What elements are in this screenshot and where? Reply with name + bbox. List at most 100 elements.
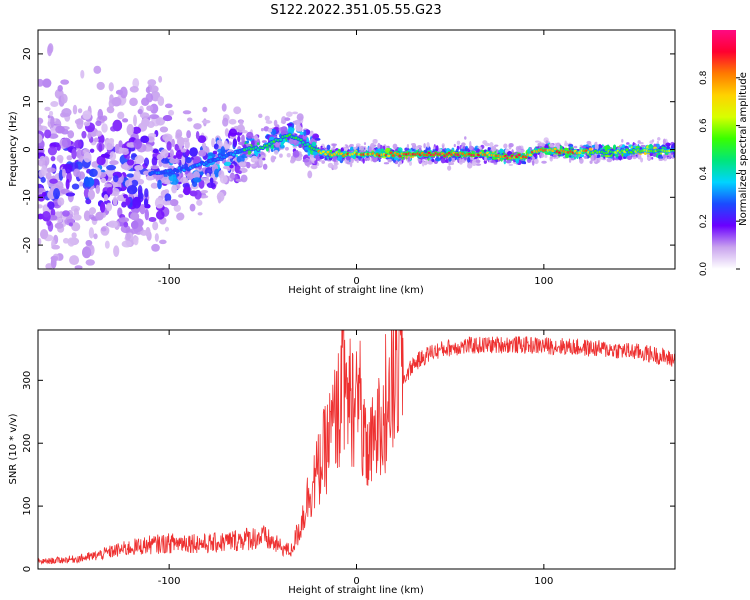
spectrogram-cell (139, 192, 144, 199)
spectrogram-cell (223, 140, 228, 149)
spectrogram-cell (546, 152, 552, 155)
spectrogram-cell (120, 224, 131, 234)
spectrogram-cell (449, 162, 454, 165)
spectrogram-cell (221, 103, 227, 112)
spectrogram-cell (126, 159, 135, 166)
colorbar-tick-label: 0.8 (699, 70, 709, 85)
spectrogram-cell (189, 147, 198, 157)
spectrogram-cell (108, 82, 114, 92)
spectrogram-cell (122, 194, 129, 199)
spectrogram-cell (121, 201, 127, 208)
spectrogram-cell (258, 158, 263, 167)
spectrogram-cell (197, 212, 203, 216)
spectrogram-cell (224, 128, 229, 137)
spectrogram-cell (199, 194, 209, 199)
spectrogram-cell (284, 117, 291, 121)
spectrogram-y-ticks: -20 -10 0 10 20 (22, 48, 675, 253)
colorbar-scale (712, 30, 736, 269)
spectrogram-cell (62, 237, 70, 244)
spectrogram-cell (423, 160, 428, 166)
spectrogram-cell (612, 144, 617, 151)
spectrogram-cell (357, 146, 360, 153)
spectrogram-cell (49, 178, 58, 184)
spectrogram-cell (657, 154, 664, 160)
spectrogram-cell (82, 246, 92, 259)
spectrogram-cell (65, 192, 76, 197)
spectrogram-cell (185, 157, 192, 164)
spectrogram-y-tick-label: 0 (22, 146, 33, 152)
spectrogram-cell (178, 194, 184, 198)
spectrogram-cell (232, 138, 237, 148)
spectrogram-cell (38, 125, 48, 131)
spectrogram-cell (320, 145, 323, 148)
snr-x-ticks: -100 0 100 (158, 330, 553, 587)
spectrogram-cell (186, 172, 194, 180)
spectrogram-cell (568, 157, 572, 163)
spectrogram-cell (441, 144, 445, 150)
spectrogram-cell (47, 43, 54, 54)
spectrogram-y-tick-label: -10 (22, 189, 33, 205)
spectrogram-cell (157, 179, 162, 190)
spectrogram-cell (181, 155, 186, 166)
spectrogram-cell (71, 183, 80, 190)
spectrogram-cell (72, 104, 78, 115)
spectrogram-cell (622, 144, 625, 148)
spectrogram-cell (302, 159, 310, 163)
spectrogram-cell (168, 109, 175, 116)
spectrogram-cell (387, 158, 392, 163)
spectrogram-cell (148, 217, 157, 223)
spectrogram-cell (586, 140, 592, 145)
spectrogram-cell (41, 210, 51, 222)
spectrogram-cell (130, 212, 140, 221)
spectrogram-cell (573, 145, 578, 149)
spectrogram-cell (95, 130, 103, 137)
spectrogram-cell (38, 238, 42, 246)
spectrogram-cell (106, 202, 113, 212)
spectrogram-cell (156, 153, 164, 161)
spectrogram-cell (180, 148, 187, 153)
spectrogram-cell (54, 222, 64, 229)
spectrogram-cell (489, 141, 494, 148)
spectrogram-cell (122, 149, 129, 155)
snr-y-ticks: 0 100 200 300 (22, 371, 675, 572)
spectrogram-cell (63, 268, 68, 269)
spectrogram-cell (372, 138, 378, 144)
snr-series-line (38, 330, 675, 565)
spectrogram-cell (206, 172, 210, 178)
spectrogram-cell (349, 161, 353, 168)
spectrogram-cell (107, 220, 118, 228)
spectrogram-cell (40, 176, 46, 183)
colorbar-tick-label: 0.6 (699, 118, 709, 133)
spectrogram-cell (81, 130, 87, 139)
spectrogram-cell (45, 263, 53, 269)
spectrogram-cell (44, 129, 52, 139)
spectrogram-y-tick-label: -20 (22, 237, 33, 253)
spectrogram-cell (552, 154, 557, 158)
spectrogram-cell (182, 110, 192, 115)
spectrogram-cell (189, 203, 196, 212)
spectrogram-cell (50, 156, 56, 162)
spectrogram-cell (447, 165, 452, 171)
spectrogram-cell (135, 273, 140, 282)
spectrogram-cell (254, 135, 259, 141)
spectrogram-cell (131, 179, 139, 187)
spectrogram-y-tick-label: 10 (22, 95, 33, 108)
spectrogram-cell (275, 142, 280, 147)
spectrogram-cell (397, 163, 400, 168)
spectrogram-cell (95, 120, 102, 127)
spectrogram-cell (216, 139, 221, 146)
spectrogram-cell (152, 221, 159, 231)
spectrogram-cell (189, 190, 198, 197)
spectrogram-cell (515, 158, 520, 164)
spectrogram-cell (265, 120, 273, 124)
spectrogram-cell (174, 143, 179, 151)
spectrogram-cell (421, 160, 425, 167)
spectrogram-cell (398, 160, 402, 165)
spectrogram-cell (393, 157, 399, 161)
spectrogram-cell (464, 136, 467, 140)
spectrogram-cell (161, 158, 170, 164)
spectrogram-cell (139, 204, 146, 215)
spectrogram-cell (311, 141, 317, 147)
spectrogram-cell (163, 189, 170, 195)
spectrogram-cell (145, 92, 154, 103)
